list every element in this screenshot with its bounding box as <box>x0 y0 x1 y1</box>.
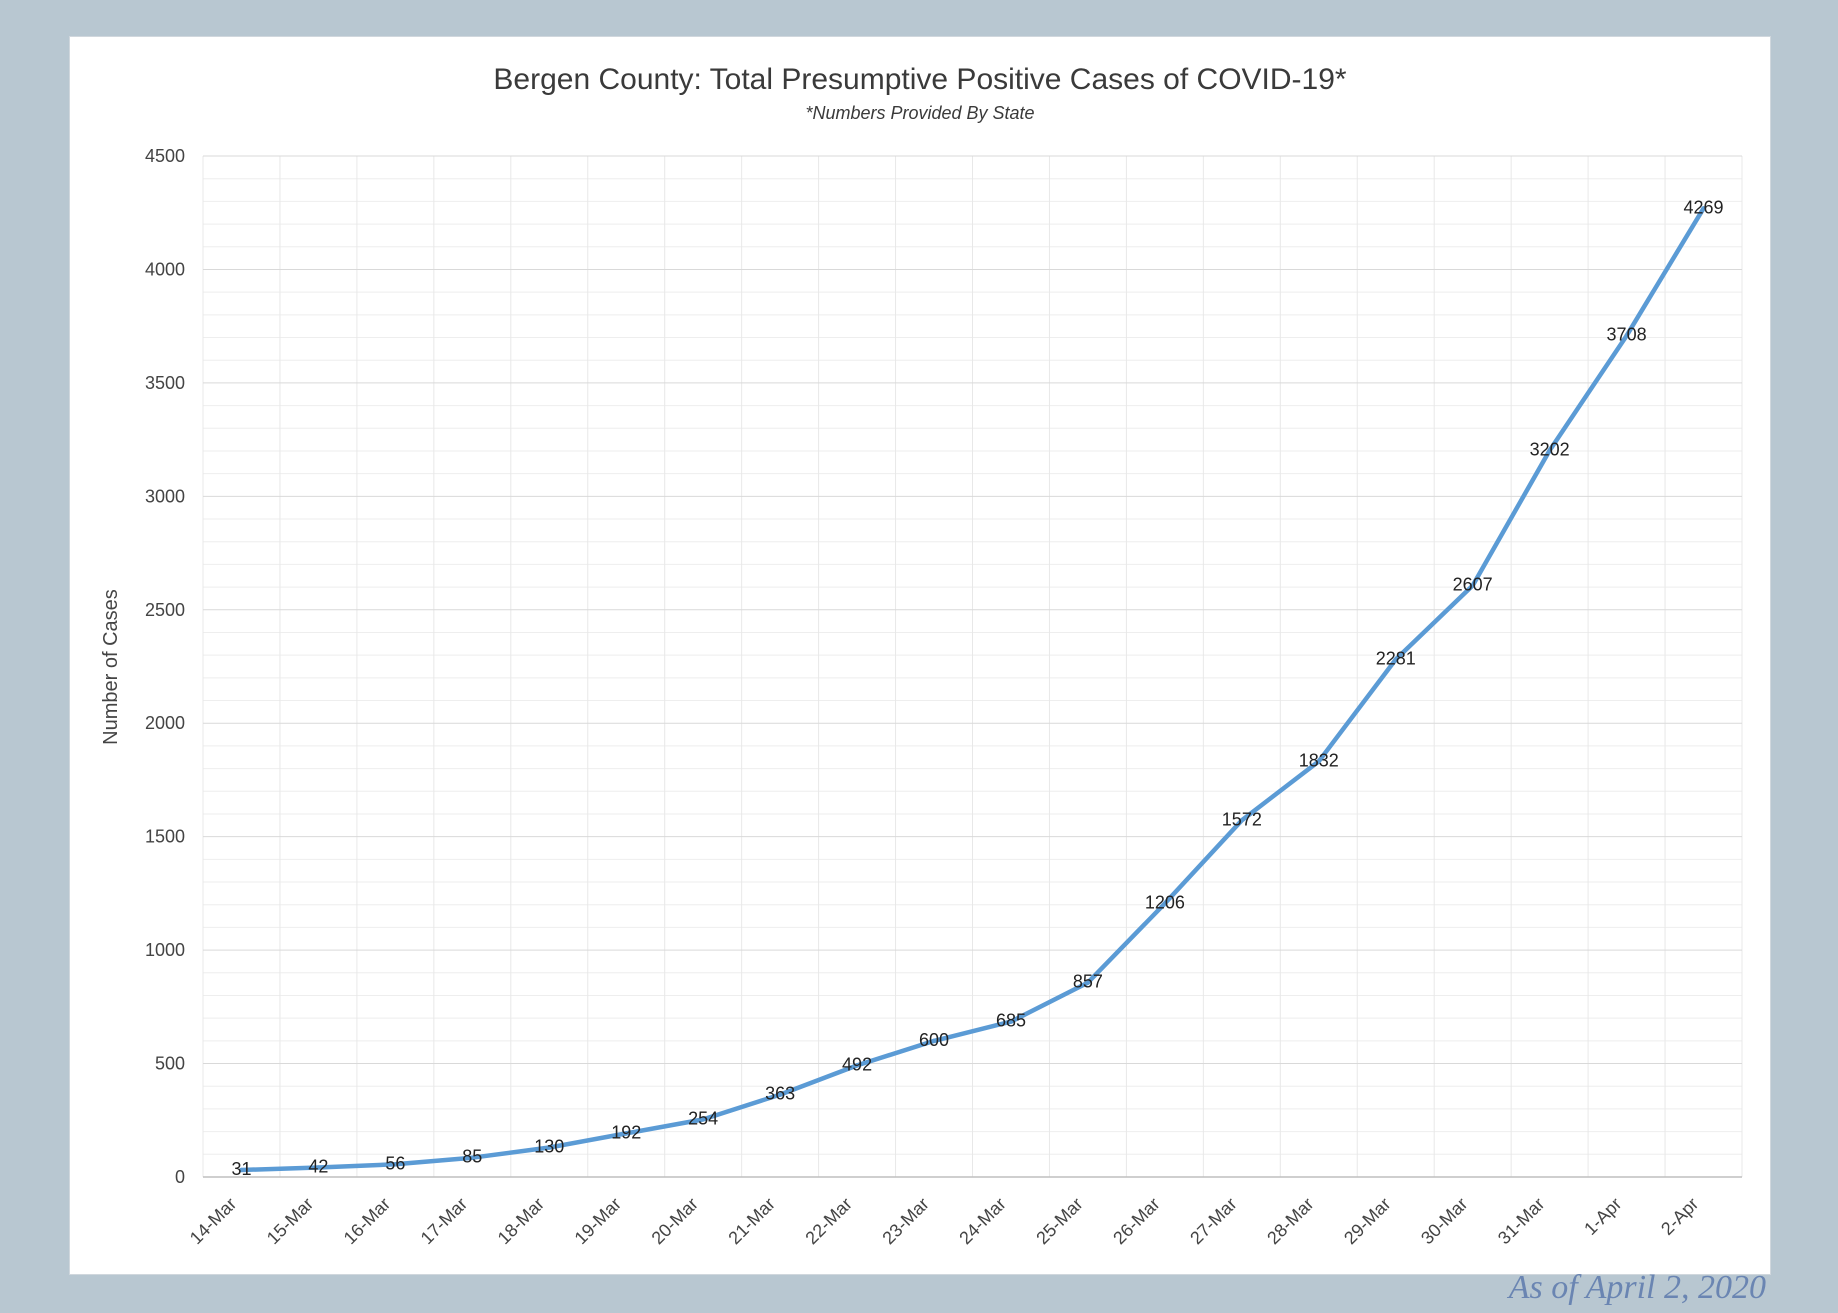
data-point <box>777 1092 783 1097</box>
as-of-date: As of April 2, 2020 <box>1508 1269 1766 1306</box>
y-tick-label: 2500 <box>145 600 185 620</box>
y-tick-label: 3500 <box>145 373 185 393</box>
data-label: 254 <box>688 1108 718 1128</box>
x-tick-label: 30-Mar <box>1417 1194 1471 1248</box>
x-tick-label: 20-Mar <box>648 1194 702 1248</box>
data-label: 192 <box>611 1122 641 1142</box>
x-tick-label: 21-Mar <box>724 1194 778 1248</box>
data-label: 3708 <box>1607 325 1647 345</box>
x-tick-label: 19-Mar <box>571 1194 625 1248</box>
x-tick-label: 29-Mar <box>1340 1194 1394 1248</box>
x-tick-label: 2-Apr <box>1657 1194 1702 1239</box>
data-point <box>854 1063 860 1068</box>
x-tick-label: 18-Mar <box>494 1194 548 1248</box>
data-point <box>1162 901 1168 906</box>
line-chart: Bergen County: Total Presumptive Positiv… <box>100 63 1743 1248</box>
data-label: 130 <box>534 1137 564 1157</box>
y-axis-ticks: 0 500 1000 1500 2000 2500 3000 3500 4000 4500 <box>145 146 185 1187</box>
data-point <box>316 1165 321 1170</box>
data-point <box>1316 759 1321 764</box>
data-label: 3202 <box>1530 440 1570 460</box>
data-label: 2607 <box>1453 575 1493 595</box>
x-tick-label: 22-Mar <box>801 1194 855 1248</box>
x-tick-label: 27-Mar <box>1186 1194 1240 1248</box>
data-label: 85 <box>462 1147 482 1167</box>
y-tick-label: 1500 <box>145 827 185 847</box>
x-tick-label: 15-Mar <box>263 1194 317 1248</box>
data-point <box>547 1145 552 1150</box>
chart-title: Bergen County: Total Presumptive Positiv… <box>493 63 1346 96</box>
x-tick-label: 31-Mar <box>1494 1194 1548 1248</box>
major-gridlines <box>203 155 1742 1178</box>
data-point <box>1624 333 1629 338</box>
y-tick-label: 0 <box>175 1167 185 1187</box>
x-tick-label: 25-Mar <box>1032 1194 1086 1248</box>
data-label: 857 <box>1073 972 1103 992</box>
chart-subtitle: *Numbers Provided By State <box>805 103 1034 123</box>
data-label: 492 <box>842 1054 872 1074</box>
x-tick-label: 23-Mar <box>878 1194 932 1248</box>
x-tick-label: 1-Apr <box>1580 1194 1625 1239</box>
y-tick-label: 3000 <box>145 486 185 506</box>
data-label: 600 <box>919 1030 949 1050</box>
data-point <box>393 1162 398 1167</box>
y-axis-label: Number of Cases <box>100 589 122 745</box>
data-label: 4269 <box>1684 197 1724 217</box>
x-tick-label: 16-Mar <box>340 1194 394 1248</box>
x-axis-ticks: 14-Mar 15-Mar 16-Mar 17-Mar 18-Mar 19-Mar 20-M… <box>186 1194 1703 1248</box>
data-label: 363 <box>765 1084 795 1104</box>
data-label: 685 <box>996 1011 1026 1031</box>
data-point <box>700 1117 706 1122</box>
y-tick-label: 500 <box>155 1054 185 1074</box>
data-point <box>1547 448 1552 453</box>
data-label: 1206 <box>1145 892 1185 912</box>
data-label: 56 <box>385 1153 405 1173</box>
data-point <box>1008 1019 1014 1024</box>
x-tick-label: 24-Mar <box>955 1194 1009 1248</box>
y-tick-label: 1000 <box>145 940 185 960</box>
data-labels: 31 42 56 85 130 192 254 363 492 600 685 857 1206 1572… <box>231 197 1723 1179</box>
x-tick-label: 26-Mar <box>1109 1194 1163 1248</box>
series-line <box>239 206 1706 1173</box>
data-label: 31 <box>231 1159 251 1179</box>
data-point <box>1470 583 1475 588</box>
data-label: 1832 <box>1299 750 1339 770</box>
x-tick-label: 17-Mar <box>417 1194 471 1248</box>
data-label: 1572 <box>1222 809 1262 829</box>
y-tick-label: 2000 <box>145 713 185 733</box>
series-layer <box>239 206 1706 1173</box>
data-point <box>1393 657 1398 662</box>
data-point <box>239 1167 244 1173</box>
y-tick-label: 4000 <box>145 259 185 279</box>
x-tick-label: 14-Mar <box>186 1194 240 1248</box>
x-tick-label: 28-Mar <box>1263 1194 1317 1248</box>
data-label: 2281 <box>1376 648 1416 668</box>
data-point <box>1701 206 1706 211</box>
data-label: 42 <box>308 1156 328 1176</box>
minor-gridlines <box>202 156 1743 1177</box>
data-point <box>470 1155 475 1160</box>
data-point <box>931 1038 937 1044</box>
data-point <box>1085 980 1091 985</box>
data-point <box>1239 818 1245 823</box>
data-point <box>624 1131 629 1136</box>
y-tick-label: 4500 <box>145 146 185 166</box>
chart-panel: Bergen County: Total Presumptive Positiv… <box>69 36 1771 1275</box>
